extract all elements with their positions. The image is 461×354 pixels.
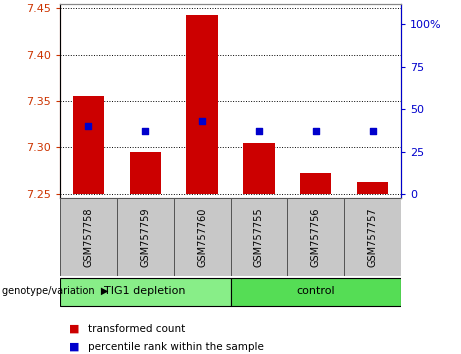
Text: transformed count: transformed count (88, 324, 185, 334)
Bar (174, 198, 230, 276)
Bar (130, 152, 161, 194)
Point (255, 129, 263, 134)
Text: control: control (296, 286, 335, 296)
Bar (117, 198, 174, 276)
Bar (300, 173, 331, 194)
Bar (357, 182, 388, 194)
Bar (60, 278, 230, 306)
Text: GSM757760: GSM757760 (197, 207, 207, 267)
Text: GSM757755: GSM757755 (254, 207, 264, 267)
Bar (60, 198, 117, 276)
Point (85, 124, 92, 129)
Bar (344, 198, 401, 276)
Point (142, 129, 149, 134)
Text: percentile rank within the sample: percentile rank within the sample (88, 342, 264, 352)
Text: GSM757758: GSM757758 (83, 207, 94, 267)
Bar (186, 15, 218, 194)
Bar (287, 198, 344, 276)
Bar (73, 96, 104, 194)
Bar (230, 278, 401, 306)
Text: GSM757756: GSM757756 (311, 207, 321, 267)
Text: ■: ■ (69, 324, 80, 334)
Text: genotype/variation  ▶: genotype/variation ▶ (2, 286, 109, 296)
Text: ■: ■ (69, 342, 80, 352)
Bar (243, 143, 275, 194)
Point (198, 118, 206, 124)
Point (369, 129, 376, 134)
Bar (230, 198, 287, 276)
Text: GSM757757: GSM757757 (367, 207, 378, 267)
Point (312, 129, 319, 134)
Text: GSM757759: GSM757759 (140, 207, 150, 267)
Text: TIG1 depletion: TIG1 depletion (105, 286, 186, 296)
